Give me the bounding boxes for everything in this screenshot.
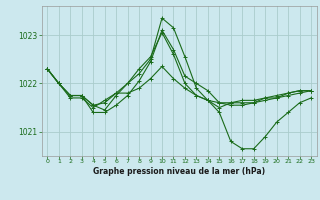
X-axis label: Graphe pression niveau de la mer (hPa): Graphe pression niveau de la mer (hPa)	[93, 167, 265, 176]
